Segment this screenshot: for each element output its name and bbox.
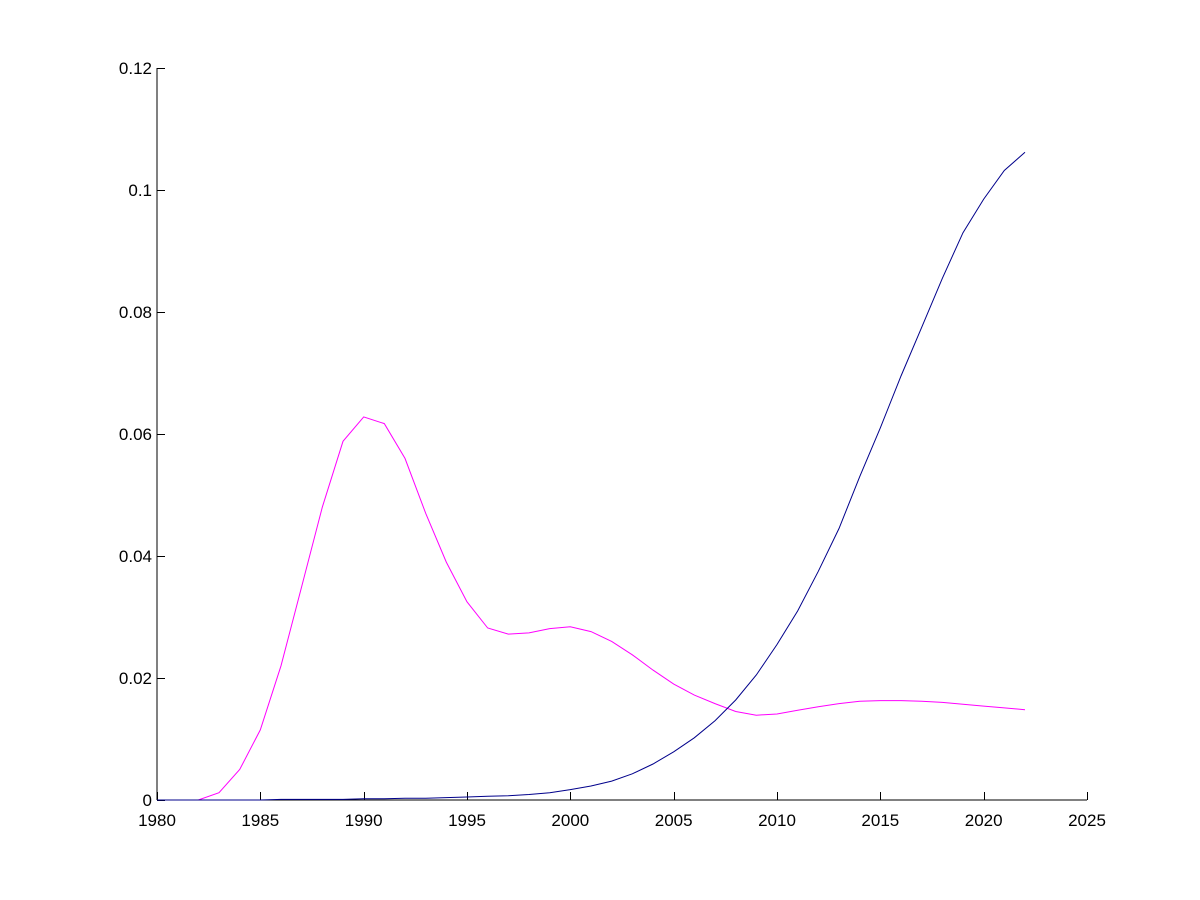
y-tick-label: 0.08: [119, 303, 152, 322]
x-tick-label: 1995: [448, 811, 486, 830]
y-tick-label: 0: [143, 791, 152, 810]
series-line-1: [157, 416, 1026, 801]
series-line-2: [157, 151, 1026, 801]
y-tick-label: 0.06: [119, 425, 152, 444]
x-tick-label: 1980: [138, 811, 176, 830]
y-tick-label: 0.04: [119, 547, 152, 566]
series: [157, 151, 1026, 801]
x-tick-label: 2000: [551, 811, 589, 830]
ticks: 1980 1985 1990 1995 2000 2005 2010 2015 2020 2025…: [119, 59, 1106, 830]
x-tick-label: 2020: [965, 811, 1003, 830]
x-tick-label: 2005: [655, 811, 693, 830]
x-tick-label: 2010: [758, 811, 796, 830]
axes: [156, 68, 1087, 801]
y-tick-label: 0.1: [128, 181, 152, 200]
y-tick-label: 0.02: [119, 669, 152, 688]
x-tick-label: 1985: [241, 811, 279, 830]
y-tick-label: 0.12: [119, 59, 152, 78]
x-tick-label: 2015: [861, 811, 899, 830]
x-tick-label: 1990: [345, 811, 383, 830]
x-tick-label: 2025: [1068, 811, 1106, 830]
